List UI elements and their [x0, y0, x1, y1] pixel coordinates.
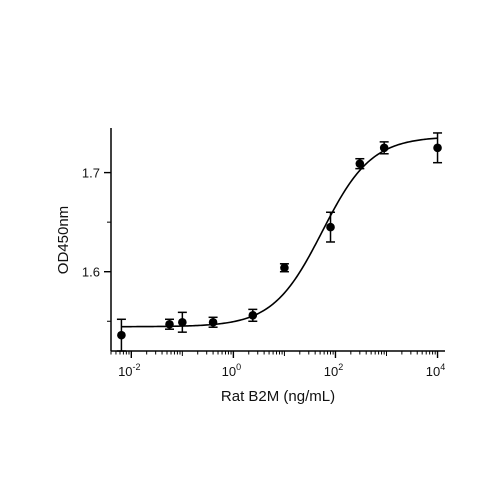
x-tick-label: 104 [426, 362, 445, 379]
point-marker [326, 222, 335, 232]
point-marker [280, 263, 289, 273]
y-ticks: 1.6 1.7 [82, 166, 111, 322]
point-marker [355, 159, 365, 168]
y-tick-label: 1.7 [82, 166, 100, 181]
data-point [116, 318, 126, 352]
fit-curve [121, 137, 438, 328]
data-points [116, 132, 443, 352]
y-axis-title: OD450nm [55, 206, 72, 274]
data-point [379, 141, 389, 155]
data-point [164, 318, 174, 330]
data-point [326, 211, 336, 243]
axes [110, 128, 445, 352]
point-marker [433, 143, 442, 153]
y-tick-label: 1.6 [82, 265, 100, 280]
point-marker [165, 319, 174, 329]
x-tick-label: 102 [324, 362, 343, 379]
point-marker [379, 143, 389, 153]
point-marker [208, 317, 218, 327]
point-marker [248, 311, 258, 320]
data-point [177, 311, 187, 333]
data-point [248, 308, 258, 323]
data-point [279, 263, 289, 273]
x-tick-label: 100 [222, 362, 241, 379]
point-marker [178, 317, 187, 327]
data-point [433, 132, 443, 164]
x-major-ticks: 10-2 100 102 104 [118, 351, 445, 379]
point-marker [117, 330, 126, 340]
x-axis-title: Rat B2M (ng/mL) [221, 388, 335, 405]
data-point [355, 157, 365, 170]
x-tick-label: 10-2 [118, 362, 140, 379]
data-point [208, 316, 218, 328]
